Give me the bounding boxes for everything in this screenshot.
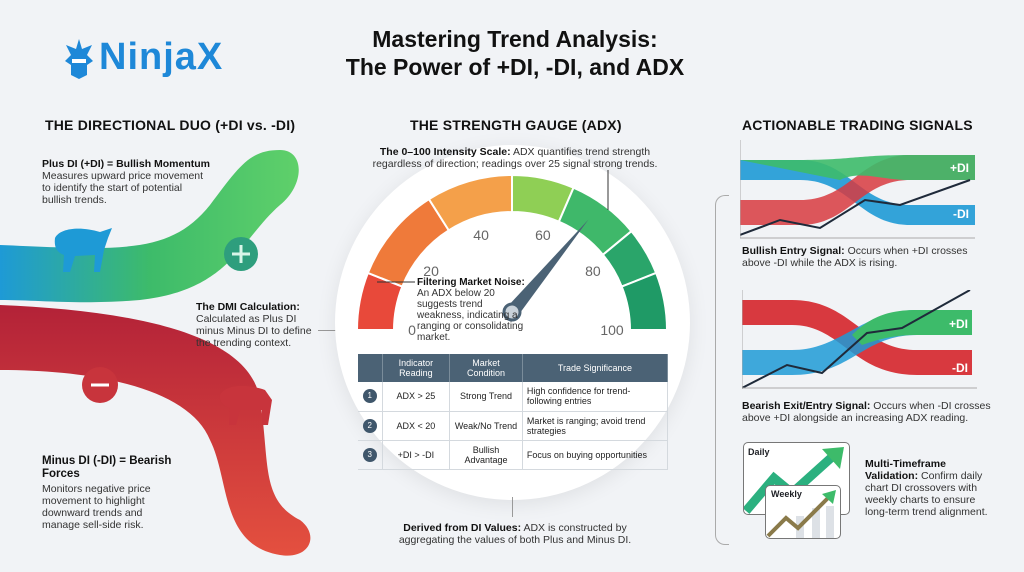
logo-text: NinjaX: [99, 36, 224, 78]
minus-di-text: Monitors negative price movement to high…: [42, 483, 151, 531]
mtf-note: Multi-Timeframe Validation: Confirm dail…: [865, 458, 990, 518]
col-header: Indicator Reading: [382, 354, 451, 382]
bullish-crossover-chart: +DI -DI: [740, 140, 975, 239]
gauge-tick-label: 20: [423, 263, 439, 279]
col-header: Market Condition: [449, 354, 523, 382]
derived-title: Derived from DI Values:: [403, 522, 522, 534]
minus-di-label: -DI: [953, 207, 969, 221]
bull-icon: [54, 228, 112, 272]
dmi-title: The DMI Calculation:: [196, 301, 300, 313]
connector-line: [512, 497, 513, 517]
adx-line: [740, 179, 971, 236]
row-number: 1: [362, 389, 377, 404]
plus-di-label: +DI: [949, 317, 968, 331]
title-line-1: Mastering Trend Analysis:: [372, 26, 658, 52]
minus-di-ribbon: [0, 305, 311, 556]
cell: Bullish Advantage: [449, 440, 523, 470]
scale-text: ADX quantifies trend strength regardless…: [372, 146, 658, 170]
table-row: 3 +DI > -DI Bullish Advantage Focus on buyi…: [358, 440, 669, 470]
plus-di-ribbon: [0, 150, 299, 303]
title-line-2: The Power of +DI, -DI, and ADX: [345, 54, 685, 80]
adx-gauge: 0 20 40 60 80 100: [355, 170, 669, 338]
intensity-scale-note: The 0–100 Intensity Scale: ADX quantifie…: [360, 146, 670, 170]
gauge-tick-label: 0: [408, 322, 416, 338]
gauge-tick-label: 100: [600, 322, 624, 338]
table-row: 1 ADX > 25 Strong Trend High confidence for…: [358, 382, 669, 412]
di-ribbons: [0, 150, 311, 556]
minus-di-label: -DI: [952, 361, 968, 375]
mtf-text: Confirm daily chart DI crossovers with w…: [865, 470, 988, 518]
connector-line: [318, 330, 338, 331]
cell: +DI > -DI: [382, 440, 451, 470]
table-row: 2 ADX < 20 Weak/No Trend Market is ranging;…: [358, 411, 669, 441]
gauge-tick-label: 40: [473, 227, 489, 243]
bearish-signal-note: Bearish Exit/Entry Signal: Occurs when -…: [742, 400, 997, 424]
derived-note: Derived from DI Values: ADX is construct…: [385, 522, 645, 546]
row-number: 3: [362, 447, 377, 462]
cell: ADX > 25: [382, 382, 451, 412]
gauge-segment: [620, 271, 669, 331]
cell: High confidence for trend-following entr…: [522, 382, 669, 412]
cell: ADX < 20: [382, 411, 451, 441]
page-title: Mastering Trend Analysis: The Power of +…: [330, 25, 700, 81]
adx-table: Indicator Reading Market Condition Trade S…: [358, 354, 669, 470]
center-heading: THE STRENGTH GAUGE (ADX): [410, 117, 622, 133]
minus-di-title: Minus DI (-DI) = Bearish Forces: [42, 455, 172, 480]
bear-title: Bearish Exit/Entry Signal:: [742, 400, 871, 412]
bull-text: Occurs when +DI crosses above -DI while …: [742, 245, 968, 269]
weekly-uptrend-icon: [766, 490, 836, 538]
col-header: Trade Significance: [522, 354, 669, 382]
needle-hub: [502, 302, 522, 322]
weekly-label: Weekly: [771, 489, 802, 499]
gauge-tick-label: 60: [535, 227, 551, 243]
gauge-needle: [506, 219, 589, 317]
cell: Strong Trend: [449, 382, 523, 412]
plus-di-label: +DI: [950, 161, 969, 175]
cell: Weak/No Trend: [449, 411, 523, 441]
bear-icon: [219, 385, 272, 425]
noise-text: An ADX below 20 suggests trend weakness,…: [417, 288, 524, 343]
scale-title: The 0–100 Intensity Scale:: [379, 146, 511, 158]
weekly-chart-card: Weekly: [765, 485, 841, 539]
dmi-text: Calculated as Plus DI minus Minus DI to …: [196, 313, 312, 349]
brand-logo: NinjaX: [62, 36, 223, 79]
left-heading: THE DIRECTIONAL DUO (+DI vs. -DI): [45, 117, 296, 133]
adx-line: [742, 290, 971, 389]
noise-title: Filtering Market Noise:: [417, 277, 525, 288]
plus-di-text: Measures upward price movement to identi…: [42, 170, 204, 206]
cell: Market is ranging; avoid trend strategie…: [522, 411, 669, 441]
bracket: [715, 195, 729, 545]
ninja-helmet-icon: [65, 38, 93, 79]
cell: Focus on buying opportunities: [522, 440, 669, 470]
bear-text: Occurs when -DI crosses above +DI alongs…: [742, 400, 991, 424]
derived-text: ADX is constructed by aggregating the va…: [398, 522, 632, 546]
bearish-crossover-chart: +DI -DI: [742, 290, 977, 389]
mtf-title: Multi-Timeframe Validation:: [865, 458, 946, 482]
bullish-signal-note: Bullish Entry Signal: Occurs when +DI cr…: [742, 245, 992, 269]
gauge-tick-label: 80: [585, 263, 601, 279]
row-number: 2: [362, 418, 377, 433]
daily-label: Daily: [748, 447, 770, 457]
right-heading: ACTIONABLE TRADING SIGNALS: [742, 117, 973, 133]
plus-di-title: Plus DI (+DI) = Bullish Momentum: [42, 158, 211, 170]
bull-title: Bullish Entry Signal:: [742, 245, 845, 257]
